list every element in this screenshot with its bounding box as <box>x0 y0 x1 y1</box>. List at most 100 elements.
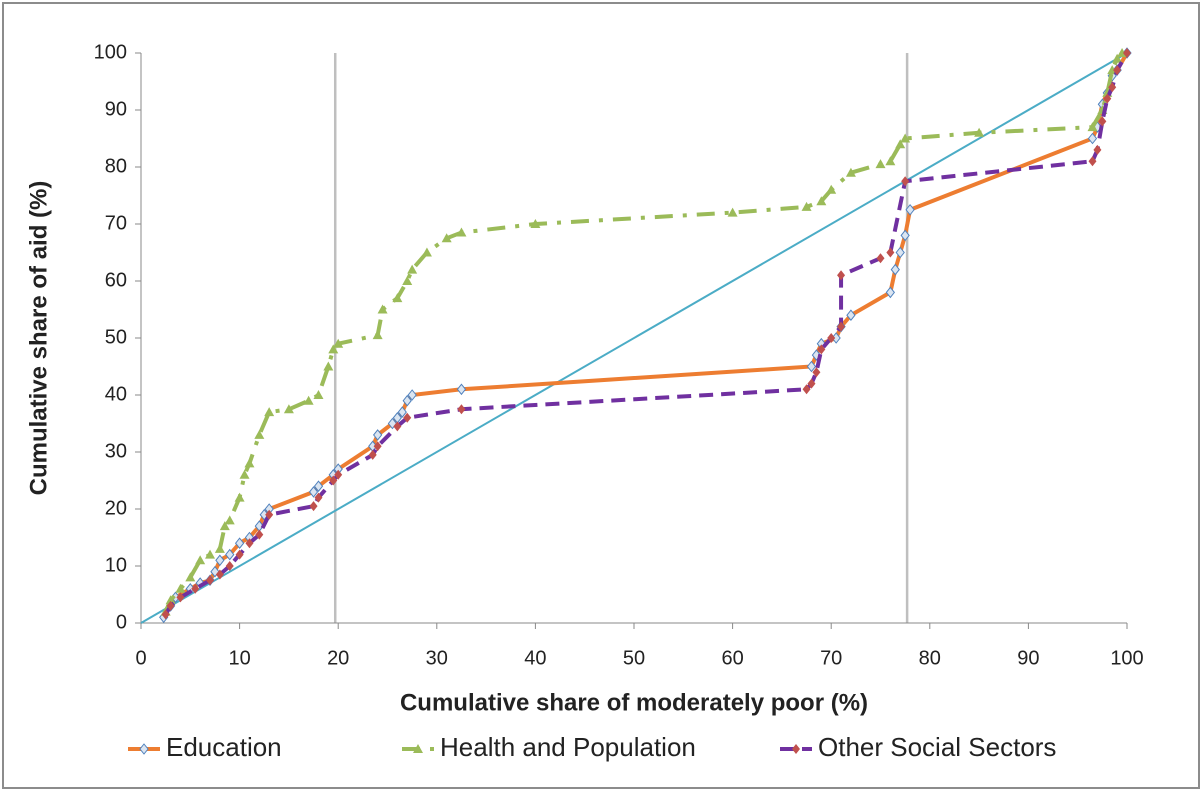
data-point <box>403 412 412 423</box>
y-tick-label: 80 <box>105 155 127 177</box>
data-point <box>219 521 230 531</box>
y-axis-label: Cumulative share of aid (%) <box>25 181 52 496</box>
diagonal-line <box>140 52 1128 624</box>
x-tick-label: 30 <box>426 647 448 669</box>
data-point <box>407 264 418 274</box>
data-point <box>402 276 413 285</box>
data-point <box>1108 82 1117 93</box>
data-point <box>1087 132 1098 145</box>
data-point <box>334 469 343 480</box>
data-point <box>885 156 896 166</box>
data-point <box>727 207 738 217</box>
data-point <box>1087 122 1098 132</box>
y-tick-label: 60 <box>105 269 127 291</box>
data-point <box>372 330 383 340</box>
data-point <box>875 159 886 169</box>
y-tick-label: 100 <box>94 41 127 63</box>
data-point <box>368 449 377 460</box>
data-point <box>407 389 417 401</box>
data-point <box>372 429 383 441</box>
data-point <box>176 592 185 603</box>
data-point <box>441 233 452 243</box>
y-tick-label: 50 <box>105 326 127 348</box>
data-point <box>530 219 541 228</box>
x-tick-label: 70 <box>820 647 842 669</box>
data-point <box>239 469 250 479</box>
data-point <box>175 583 186 593</box>
data-point <box>215 569 224 580</box>
data-point <box>885 286 896 299</box>
data-point <box>807 378 816 389</box>
data-point <box>214 543 225 553</box>
data-point <box>827 333 836 343</box>
data-point <box>254 429 265 439</box>
data-point <box>1088 156 1097 167</box>
data-point <box>1103 93 1112 104</box>
data-point <box>309 501 318 512</box>
y-tick-label: 70 <box>105 212 127 234</box>
y-tick-label: 0 <box>116 611 127 633</box>
data-point <box>225 561 234 571</box>
data-point <box>255 529 264 540</box>
data-point <box>816 196 827 206</box>
data-point <box>313 390 324 399</box>
data-point <box>846 309 856 322</box>
x-tick-label: 90 <box>1017 647 1039 669</box>
x-tick-label: 20 <box>327 647 349 669</box>
x-tick-label: 60 <box>721 647 743 669</box>
data-point <box>421 247 432 257</box>
data-point <box>806 360 817 373</box>
data-point <box>166 600 175 611</box>
x-tick-label: 80 <box>919 647 941 669</box>
data-point <box>801 201 812 211</box>
data-point <box>837 270 846 281</box>
data-point <box>377 304 388 314</box>
data-point <box>812 367 821 378</box>
data-point <box>234 537 245 550</box>
x-tick-label: 50 <box>623 647 645 669</box>
data-point <box>792 744 800 754</box>
data-point <box>328 344 339 354</box>
y-tick-label: 20 <box>105 497 127 519</box>
data-point <box>264 407 275 417</box>
data-point <box>234 492 245 502</box>
data-point <box>313 480 324 493</box>
data-point <box>974 127 985 137</box>
y-tick-label: 90 <box>105 98 127 120</box>
data-point <box>245 538 254 549</box>
data-point <box>402 394 412 407</box>
data-point <box>826 184 837 194</box>
x-tick-label: 40 <box>524 647 546 669</box>
data-point <box>139 743 149 755</box>
data-point <box>333 338 344 348</box>
legend-label: Other Social Sectors <box>818 732 1056 762</box>
y-tick-label: 40 <box>105 383 127 405</box>
data-point <box>392 293 403 303</box>
data-point <box>886 247 895 258</box>
legend-label: Health and Population <box>440 732 696 762</box>
data-point <box>195 555 206 565</box>
data-point <box>905 203 915 216</box>
data-point <box>802 384 811 395</box>
data-point <box>185 572 196 582</box>
data-point <box>244 458 255 468</box>
data-point <box>191 583 200 594</box>
x-tick-label: 10 <box>228 647 250 669</box>
data-point <box>895 246 905 259</box>
data-point <box>205 549 216 559</box>
data-point <box>393 421 402 432</box>
data-point <box>837 321 846 332</box>
data-point <box>215 554 225 567</box>
legend-label: Education <box>166 732 282 762</box>
data-point <box>225 548 235 561</box>
data-point <box>165 595 176 605</box>
data-point <box>1113 65 1122 76</box>
data-point <box>456 227 467 237</box>
data-point <box>413 744 423 753</box>
data-point <box>1098 116 1107 127</box>
data-point <box>1123 48 1131 58</box>
data-point <box>900 133 911 143</box>
data-point <box>323 361 334 371</box>
data-point <box>224 515 235 525</box>
